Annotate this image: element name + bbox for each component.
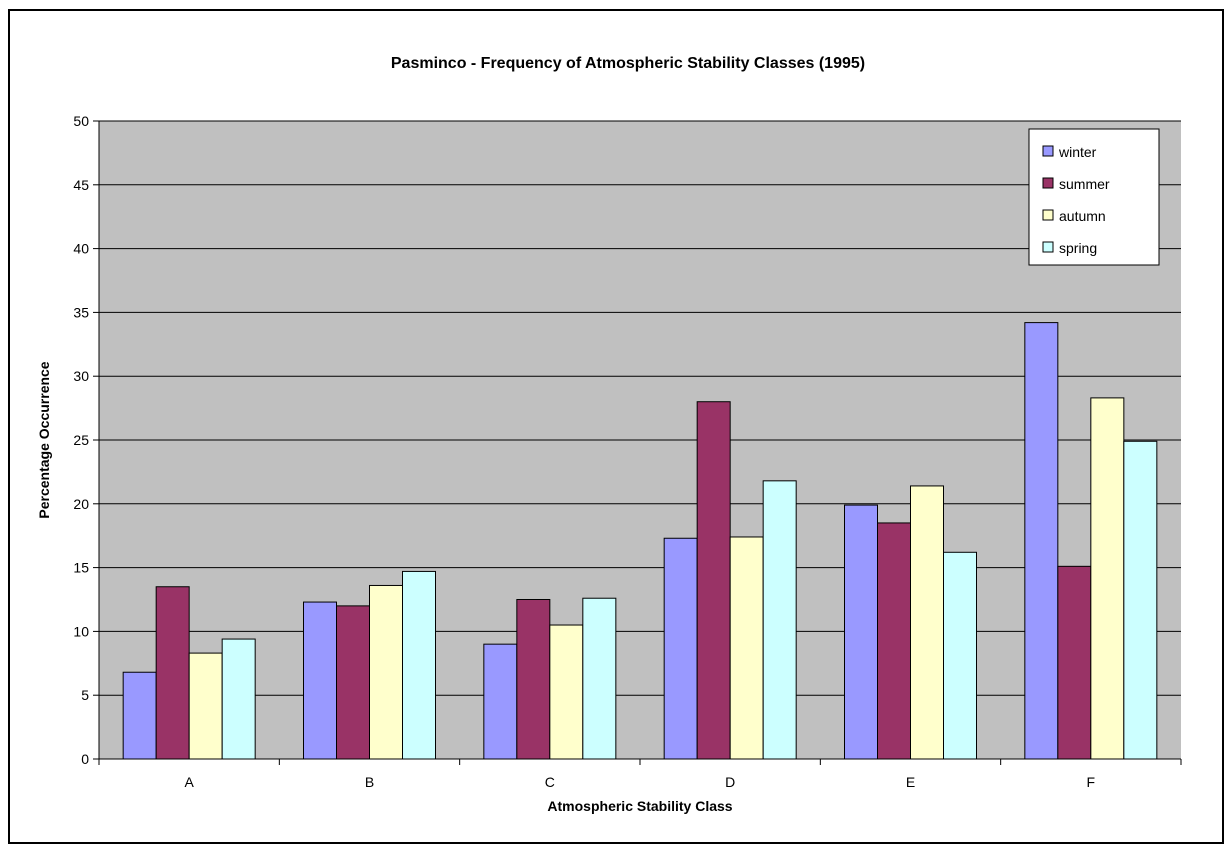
y-tick-label: 35 [73, 304, 89, 320]
chart-title: Pasminco - Frequency of Atmospheric Stab… [391, 55, 865, 72]
x-tick-label: B [365, 774, 374, 790]
y-tick-label: 10 [73, 623, 89, 639]
x-tick-label: A [184, 774, 194, 790]
bar-autumn-F [1090, 397, 1125, 760]
y-axis-label: Percentage Occurrence [36, 361, 52, 518]
bar-summer-E [877, 522, 911, 760]
y-tick-label: 30 [73, 368, 89, 384]
x-tick-label: E [906, 774, 915, 790]
bar-summer-A [155, 586, 190, 760]
y-tick-label: 45 [73, 177, 89, 193]
bar-spring-C [582, 597, 617, 760]
legend-label-winter: winter [1058, 144, 1097, 160]
bar-winter-F [1024, 322, 1059, 760]
bar-summer-B [336, 605, 370, 760]
bar-spring-A [221, 638, 256, 760]
gridlines [99, 120, 1181, 696]
bar-autumn-C [549, 624, 584, 760]
y-tick-label: 40 [73, 241, 89, 257]
y-tick-label: 50 [73, 113, 89, 129]
bar-winter-C [483, 643, 518, 760]
y-tick-labels: 0 5 10 15 20 25 30 35 40 45 50 [73, 113, 89, 767]
x-tick-label: C [545, 774, 555, 790]
bar-spring-E [943, 551, 977, 760]
bar-spring-B [402, 570, 436, 760]
x-tick-labels: A B C D E F [184, 774, 1095, 790]
bar-autumn-B [369, 584, 403, 760]
bar-autumn-E [910, 485, 944, 760]
bar-summer-C [516, 599, 551, 760]
chart-svg: Pasminco - Frequency of Atmospheric Stab… [36, 55, 1182, 814]
bar-winter-D [663, 537, 698, 760]
bar-summer-F [1057, 565, 1092, 760]
axes [93, 120, 1182, 765]
legend-label-spring: spring [1059, 240, 1097, 256]
bar-winter-E [844, 504, 878, 760]
legend: winter summer autumn spring [1028, 128, 1160, 266]
y-tick-label: 25 [73, 432, 89, 448]
legend-swatch-summer [1042, 177, 1054, 189]
y-tick-label: 5 [81, 687, 89, 703]
bar-spring-F [1123, 440, 1158, 760]
y-tick-label: 20 [73, 496, 89, 512]
legend-label-autumn: autumn [1059, 208, 1106, 224]
bar-autumn-D [729, 536, 764, 760]
y-tick-label: 0 [81, 751, 89, 767]
bar-autumn-A [188, 652, 223, 760]
legend-swatch-winter [1042, 145, 1054, 157]
bars [122, 322, 1158, 760]
bar-spring-D [762, 480, 797, 760]
legend-swatch-autumn [1042, 209, 1054, 221]
bar-summer-D [696, 401, 731, 760]
y-tick-label: 15 [73, 560, 89, 576]
bar-winter-B [303, 601, 337, 760]
x-tick-label: D [725, 774, 735, 790]
x-tick-label: F [1087, 774, 1096, 790]
legend-swatch-spring [1042, 241, 1054, 253]
chart-frame: Pasminco - Frequency of Atmospheric Stab… [8, 9, 1224, 844]
legend-label-summer: summer [1059, 176, 1110, 192]
bar-winter-A [122, 671, 157, 760]
x-axis-label: Atmospheric Stability Class [547, 798, 732, 814]
